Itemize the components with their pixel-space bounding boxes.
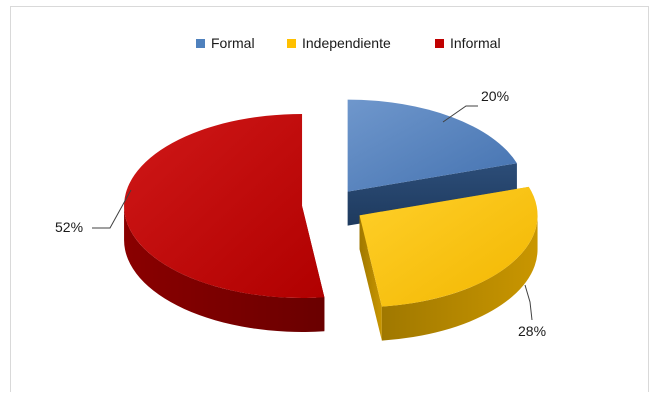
slice-informal-top (124, 113, 325, 298)
slice-formal-cut-wall-2 (347, 163, 517, 226)
slice-independiente-top (359, 186, 538, 307)
data-label-informal: 52% (55, 219, 83, 235)
leader-lines (92, 105, 533, 321)
legend-item-formal: Formal (196, 35, 255, 51)
slice-independiente-cut-wall-2 (359, 215, 382, 341)
legend-label-informal: Informal (450, 35, 501, 51)
legend-label-formal: Formal (211, 35, 255, 51)
slice-informal (124, 113, 325, 332)
legend-item-independiente: Independiente (287, 35, 391, 51)
data-labels: 20% 28% 52% (55, 88, 546, 339)
legend-label-independiente: Independiente (302, 35, 391, 51)
legend: Formal Independiente Informal (196, 35, 501, 51)
leader-line-formal (442, 105, 478, 123)
pie-slices (124, 99, 538, 341)
chart-frame (10, 6, 649, 392)
slice-formal-top (347, 99, 517, 192)
data-label-independiente: 28% (518, 323, 546, 339)
legend-swatch-informal (435, 39, 444, 48)
leader-line-informal (92, 189, 132, 229)
slice-independiente-side-1 (381, 215, 538, 341)
slice-independiente (359, 186, 538, 341)
legend-swatch-formal (196, 39, 205, 48)
slice-formal (347, 99, 517, 226)
data-label-formal: 20% (481, 88, 509, 104)
legend-swatch-independiente (287, 39, 296, 48)
slice-informal-side-1 (124, 205, 325, 332)
leader-line-independiente (524, 284, 533, 321)
legend-item-informal: Informal (435, 35, 501, 51)
